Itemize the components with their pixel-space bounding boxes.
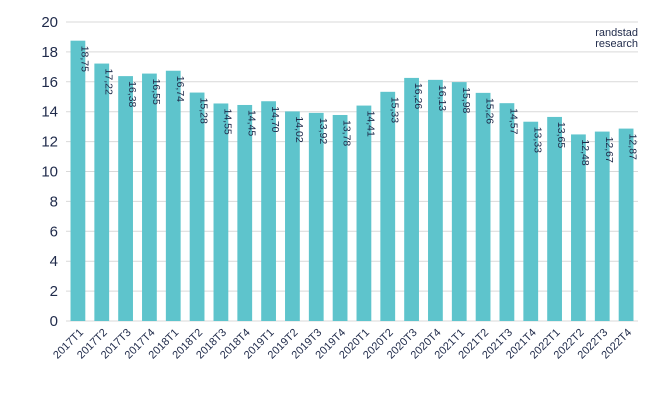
- data-label: 13,33: [531, 127, 543, 153]
- bar: [213, 103, 229, 321]
- data-label: 14,41: [364, 111, 376, 137]
- y-tick-label: 18: [41, 44, 58, 61]
- data-label: 14,70: [269, 106, 281, 132]
- bar: [70, 40, 86, 321]
- data-label: 13,78: [341, 120, 353, 146]
- data-label: 12,48: [579, 139, 591, 165]
- data-label: 16,74: [174, 76, 186, 102]
- data-label: 15,98: [460, 87, 472, 113]
- bar: [404, 77, 419, 322]
- data-label: 12,87: [627, 134, 639, 160]
- bar: [571, 134, 586, 321]
- bar: [547, 116, 562, 322]
- bar: [594, 131, 610, 321]
- data-label: 16,38: [126, 81, 138, 107]
- bar: [94, 63, 110, 321]
- gridlines: [66, 21, 638, 322]
- y-tick-label: 6: [50, 223, 58, 240]
- bar: [451, 82, 467, 321]
- bar: [618, 128, 634, 321]
- bar: [261, 101, 276, 321]
- y-tick-label: 14: [41, 104, 58, 121]
- bar: [142, 73, 157, 321]
- y-tick-label: 2: [50, 283, 58, 300]
- y-tick-label: 20: [41, 14, 58, 31]
- data-label: 16,26: [412, 83, 424, 109]
- bar: [475, 92, 491, 321]
- data-label: 17,22: [102, 69, 114, 95]
- bars: [70, 40, 634, 322]
- bar: [285, 111, 300, 321]
- bar: [523, 121, 539, 322]
- brand-line-1: randstad: [595, 27, 638, 39]
- data-label: 13,65: [555, 122, 567, 148]
- data-label: 18,75: [78, 46, 90, 72]
- bar: [380, 91, 396, 321]
- bar: [332, 114, 348, 321]
- data-label: 12,67: [603, 137, 615, 163]
- y-tick-label: 12: [41, 134, 58, 151]
- brand-line-2: research: [595, 38, 638, 50]
- bar: [308, 112, 324, 322]
- bar: [118, 76, 133, 321]
- x-axis-ticks: 2017T12017T22017T32017T42018T12018T22018…: [51, 327, 634, 362]
- data-label: 13,92: [317, 118, 329, 144]
- y-tick-label: 8: [50, 193, 58, 210]
- bar: [189, 92, 205, 322]
- bar: [428, 79, 443, 321]
- data-label: 14,45: [245, 110, 257, 136]
- data-label: 16,55: [150, 79, 162, 105]
- data-label: 15,28: [198, 98, 210, 124]
- data-label: 14,02: [293, 116, 305, 142]
- bar: [165, 70, 181, 321]
- brand-logo: randstad research: [595, 28, 638, 50]
- y-axis-ticks: 0 2 4 6 8 10 12 14 16 18 20: [41, 14, 58, 330]
- y-tick-label: 10: [41, 164, 58, 181]
- bar: [237, 104, 253, 321]
- bar: [499, 103, 515, 321]
- data-label: 15,33: [388, 97, 400, 123]
- y-tick-label: 4: [50, 253, 58, 270]
- data-label: 16,13: [436, 85, 448, 111]
- bar: [356, 105, 372, 322]
- y-tick-label: 16: [41, 74, 58, 91]
- y-tick-label: 0: [50, 313, 58, 330]
- data-labels: 18,75 17,22 16,38 16,55 16,74 15,28 14,55 14,45…: [78, 46, 638, 166]
- data-label: 15,26: [484, 98, 496, 124]
- data-label: 14,55: [221, 108, 233, 134]
- data-label: 14,57: [507, 108, 519, 134]
